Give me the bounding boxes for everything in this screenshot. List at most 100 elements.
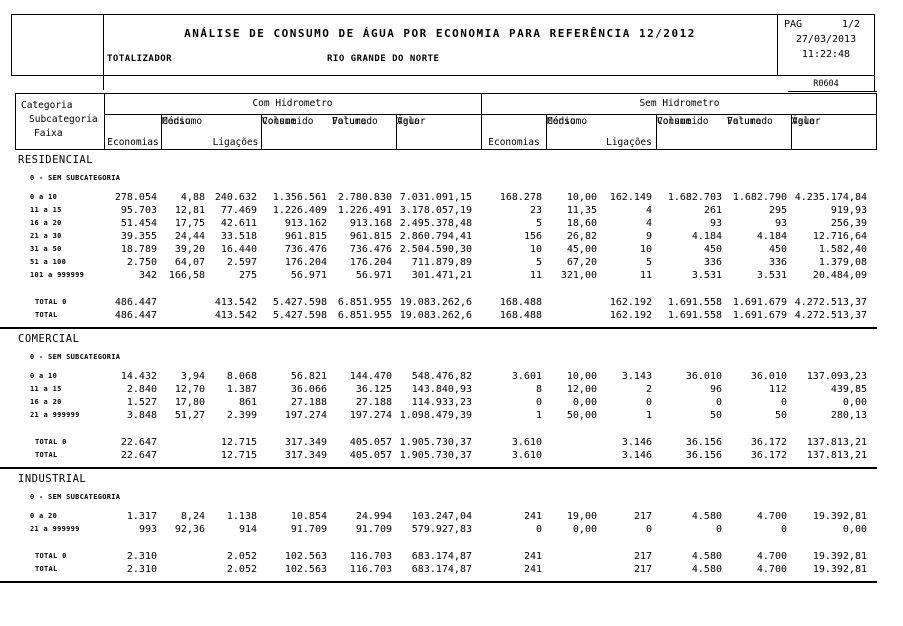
cell-com-volume-faturado: 405.057 bbox=[349, 450, 392, 461]
cell-com-volume-consumido: 197.274 bbox=[284, 410, 327, 421]
cell-com-volume-faturado: 405.057 bbox=[349, 437, 392, 448]
cell-com-ligacoes: 914 bbox=[238, 524, 257, 535]
cell-sem-ligacoes: 9 bbox=[645, 231, 652, 242]
cell-com-ligacoes: 12.715 bbox=[220, 450, 257, 461]
cell-sem-consumo-medio: 12,00 bbox=[566, 384, 597, 395]
cell-com-consumo-medio bbox=[160, 309, 208, 322]
cell-com-economias: 95.703 bbox=[120, 205, 157, 216]
cell-com-consumo-medio: 12,81 bbox=[174, 205, 205, 216]
totals-row: TOTAL 22.647 12.715 317.349 405.057 1.905.730… bbox=[0, 449, 877, 462]
cell-sem-volume-consumido: 1.682.703 bbox=[667, 192, 722, 203]
cell-sem-volume-faturado: 4.184 bbox=[756, 231, 787, 242]
cell-com-valor-agua: 2.504.590,30 bbox=[399, 244, 472, 255]
cell-com-consumo-medio: 166,58 bbox=[168, 270, 205, 281]
table-column-header: Com Hidrometro Sem Hidrometro Categoria … bbox=[15, 93, 877, 150]
col-header-line: Volume bbox=[332, 116, 367, 127]
report-time: 11:22:48 bbox=[801, 49, 851, 60]
row-label: TOTAL bbox=[35, 451, 58, 459]
cell-com-consumo-medio: 12,70 bbox=[174, 384, 205, 395]
totals-row: TOTAL 0 22.647 12.715 317.349 405.057 1.905.7… bbox=[0, 436, 877, 449]
subcategory-label: 0 - SEM SUBCATEGORIA bbox=[30, 493, 121, 501]
cell-com-volume-consumido: 176.204 bbox=[284, 257, 327, 268]
cell-com-ligacoes: 1.138 bbox=[226, 511, 257, 522]
cell-sem-consumo-medio: 18,60 bbox=[566, 218, 597, 229]
cell-sem-volume-consumido: 1.691.558 bbox=[667, 310, 722, 321]
cell-com-ligacoes: 861 bbox=[238, 397, 257, 408]
cell-sem-ligacoes: 217 bbox=[633, 551, 652, 562]
cell-com-valor-agua: 579.927,83 bbox=[411, 524, 472, 535]
cell-sem-volume-faturado: 295 bbox=[768, 205, 787, 216]
cell-sem-valor-agua: 19.392,81 bbox=[812, 551, 867, 562]
report-title: ANÁLISE DE CONSUMO DE ÁGUA POR ECONOMIA … bbox=[184, 27, 696, 40]
cell-sem-consumo-medio: 321,00 bbox=[560, 270, 597, 281]
cell-sem-volume-faturado: 4.700 bbox=[756, 551, 787, 562]
col-header-line: Volume bbox=[262, 116, 297, 127]
column-divider bbox=[481, 94, 482, 149]
row-label: 11 a 15 bbox=[30, 385, 62, 393]
row-label: 51 a 100 bbox=[30, 258, 67, 266]
cell-com-volume-faturado: 6.851.955 bbox=[337, 310, 392, 321]
cell-com-consumo-medio: 17,80 bbox=[174, 397, 205, 408]
col-header-line: Faturado bbox=[727, 116, 773, 127]
cell-sem-ligacoes: 162.192 bbox=[609, 310, 652, 321]
cell-com-ligacoes: 413.542 bbox=[214, 310, 257, 321]
cell-com-valor-agua: 301.471,21 bbox=[411, 270, 472, 281]
cell-sem-volume-consumido: 336 bbox=[703, 257, 722, 268]
cell-com-valor-agua: 711.879,89 bbox=[411, 257, 472, 268]
col-header-line: Consumo bbox=[547, 116, 588, 127]
cell-sem-volume-consumido: 261 bbox=[703, 205, 722, 216]
cell-sem-consumo-medio: 67,20 bbox=[566, 257, 597, 268]
cell-sem-consumo-medio bbox=[545, 563, 600, 576]
cell-sem-volume-faturado: 0 bbox=[780, 524, 787, 535]
cell-com-valor-agua: 1.098.479,39 bbox=[399, 410, 472, 421]
cell-sem-consumo-medio bbox=[545, 449, 600, 462]
cell-sem-ligacoes: 4 bbox=[645, 205, 652, 216]
table-row: 0 a 10 14.432 3,94 8.068 56.821 144.470 548.47… bbox=[0, 370, 877, 383]
cell-com-consumo-medio bbox=[160, 296, 208, 309]
cell-sem-consumo-medio: 19,00 bbox=[566, 511, 597, 522]
cell-com-ligacoes: 240.632 bbox=[214, 192, 257, 203]
cell-com-volume-faturado: 56.971 bbox=[355, 270, 392, 281]
page-number: 1/2 bbox=[841, 19, 860, 30]
cell-sem-volume-consumido: 3.531 bbox=[691, 270, 722, 281]
cell-sem-volume-consumido: 4.580 bbox=[691, 511, 722, 522]
cell-sem-valor-agua: 4.272.513,37 bbox=[794, 297, 867, 308]
category-section: COMERCIAL 0 - SEM SUBCATEGORIA 0 a 10 14.43… bbox=[0, 329, 877, 467]
cell-com-volume-faturado: 116.703 bbox=[349, 551, 392, 562]
cell-com-economias: 342 bbox=[138, 270, 157, 281]
cell-sem-volume-consumido: 4.580 bbox=[691, 551, 722, 562]
cell-sem-volume-faturado: 36.010 bbox=[750, 371, 787, 382]
cell-sem-ligacoes: 10 bbox=[639, 244, 652, 255]
row-label: 0 a 20 bbox=[30, 512, 58, 520]
cell-com-volume-faturado: 116.703 bbox=[349, 564, 392, 575]
cell-com-volume-faturado: 36.125 bbox=[355, 384, 392, 395]
cell-com-economias: 993 bbox=[138, 524, 157, 535]
column-divider bbox=[261, 114, 262, 149]
cell-com-volume-consumido: 56.971 bbox=[290, 270, 327, 281]
cell-com-economias: 2.750 bbox=[126, 257, 157, 268]
totals-row: TOTAL 486.447 413.542 5.427.598 6.851.955 19.… bbox=[0, 309, 877, 322]
table-row: 0 a 10 278.054 4,88 240.632 1.356.561 2.780.8… bbox=[0, 191, 877, 204]
page-indicator: PAG 1/2 bbox=[784, 19, 860, 30]
table-row: 101 a 999999 342 166,58 275 56.971 56.971 301.… bbox=[0, 269, 877, 282]
data-rows: 0 a 10 14.432 3,94 8.068 56.821 144.470 548.47… bbox=[0, 364, 877, 422]
cell-com-volume-consumido: 36.066 bbox=[290, 384, 327, 395]
cell-sem-consumo-medio: 10,00 bbox=[566, 371, 597, 382]
cell-sem-consumo-medio bbox=[545, 550, 600, 563]
pag-label: PAG bbox=[784, 19, 803, 30]
cell-sem-volume-faturado: 36.172 bbox=[750, 450, 787, 461]
cell-sem-valor-agua: 0,00 bbox=[842, 524, 867, 535]
cell-sem-ligacoes: 217 bbox=[633, 511, 652, 522]
cell-sem-volume-faturado: 1.691.679 bbox=[732, 310, 787, 321]
cell-sem-volume-consumido: 0 bbox=[715, 524, 722, 535]
cell-sem-valor-agua: 439,85 bbox=[830, 384, 867, 395]
cell-sem-valor-agua: 137.813,21 bbox=[806, 437, 867, 448]
cell-com-volume-consumido: 1.356.561 bbox=[272, 192, 327, 203]
cell-sem-economias: 0 bbox=[535, 524, 542, 535]
cell-com-volume-consumido: 56.821 bbox=[290, 371, 327, 382]
col-header-line: Consumido bbox=[262, 116, 314, 127]
cell-com-volume-faturado: 27.188 bbox=[355, 397, 392, 408]
cell-sem-ligacoes: 4 bbox=[645, 218, 652, 229]
cell-com-ligacoes: 2.399 bbox=[226, 410, 257, 421]
section-separator bbox=[0, 467, 877, 469]
